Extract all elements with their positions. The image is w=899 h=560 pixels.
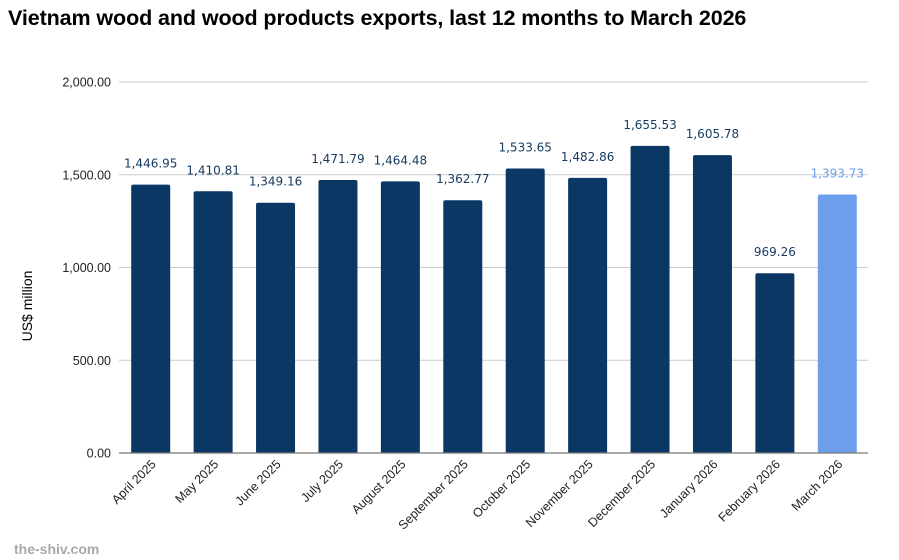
data-label: 1,482.86 bbox=[561, 150, 614, 164]
data-label: 1,446.95 bbox=[124, 157, 177, 171]
bar bbox=[256, 203, 295, 453]
x-tick-label: April 2025 bbox=[109, 457, 159, 507]
x-tick-label: June 2025 bbox=[232, 457, 283, 508]
x-tick-label: August 2025 bbox=[349, 457, 409, 517]
data-labels: 1,446.95 1,410.81 1,349.16 1,471.79 1,464.48… bbox=[124, 118, 864, 259]
y-axis-ticks: 0.00 500.00 1,000.00 1,500.00 2,000.00 bbox=[62, 76, 111, 461]
x-axis-ticks: April 2025 May 2025 June 2025 July 2025 Augu… bbox=[109, 457, 845, 532]
x-tick-label: February 2026 bbox=[716, 457, 783, 524]
y-tick-label: 500.00 bbox=[73, 354, 111, 368]
bar bbox=[818, 194, 857, 453]
x-tick-label: May 2025 bbox=[173, 457, 222, 506]
data-label: 1,393.73 bbox=[811, 166, 864, 180]
data-label: 1,533.65 bbox=[498, 141, 551, 155]
bar bbox=[568, 178, 607, 453]
data-label: 1,349.16 bbox=[249, 175, 302, 189]
x-tick-label: October 2025 bbox=[470, 457, 533, 520]
watermark: the-shiv.com bbox=[14, 541, 99, 557]
data-label: 1,605.78 bbox=[686, 127, 739, 141]
data-label: 1,464.48 bbox=[374, 153, 427, 167]
bar bbox=[631, 146, 670, 453]
y-axis-label: US$ million bbox=[19, 271, 35, 342]
bar bbox=[506, 169, 545, 453]
data-label: 1,410.81 bbox=[186, 163, 239, 177]
data-label: 1,471.79 bbox=[311, 152, 364, 166]
bar bbox=[194, 191, 233, 453]
y-tick-label: 0.00 bbox=[87, 447, 111, 461]
y-tick-label: 1,500.00 bbox=[62, 168, 111, 182]
bar bbox=[131, 185, 170, 453]
data-label: 1,362.77 bbox=[436, 172, 489, 186]
x-tick-label: November 2025 bbox=[523, 457, 596, 530]
x-tick-label: March 2026 bbox=[789, 457, 846, 514]
y-tick-label: 1,000.00 bbox=[62, 261, 111, 275]
bar bbox=[755, 273, 794, 453]
bar bbox=[318, 180, 357, 453]
data-label: 1,655.53 bbox=[623, 118, 676, 132]
data-label: 969.26 bbox=[754, 245, 796, 259]
bar bbox=[443, 200, 482, 453]
bar bbox=[693, 155, 732, 453]
bars bbox=[131, 146, 857, 453]
y-tick-label: 2,000.00 bbox=[62, 76, 111, 90]
x-tick-label: July 2025 bbox=[298, 457, 346, 505]
x-tick-label: December 2025 bbox=[585, 457, 658, 530]
x-tick-label: January 2026 bbox=[657, 457, 720, 520]
bar bbox=[381, 181, 420, 453]
